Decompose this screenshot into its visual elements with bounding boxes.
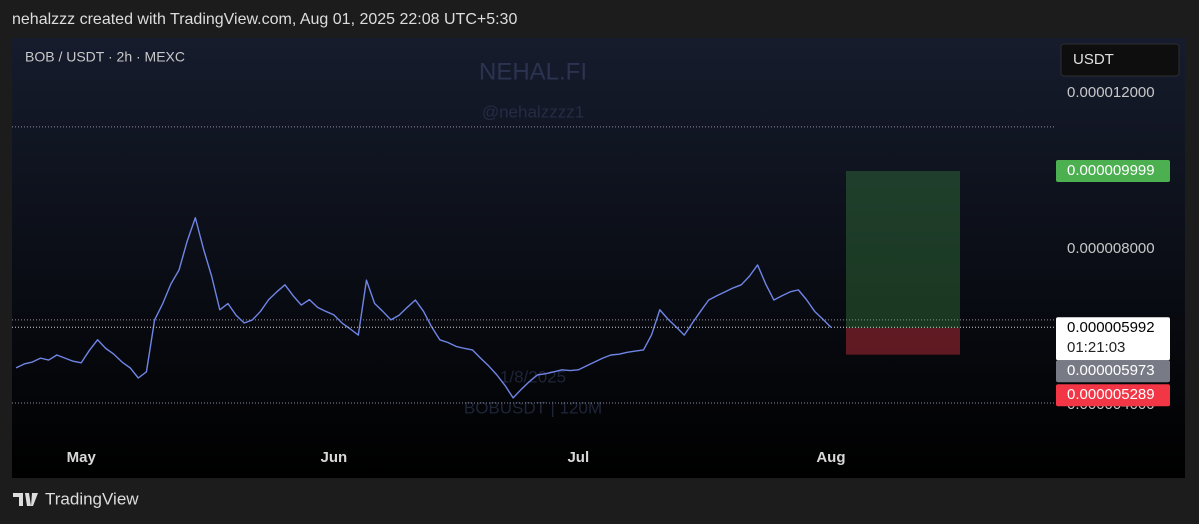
target-label: 0.000009999 xyxy=(1067,162,1155,179)
y-tick-label: 0.000012000 xyxy=(1067,84,1155,101)
y-tick-label: 0.000008000 xyxy=(1067,240,1155,257)
entry-label: 0.000005973 xyxy=(1067,362,1155,379)
chart-panel xyxy=(12,38,1185,478)
currency-label[interactable]: USDT xyxy=(1073,51,1114,68)
entry-label-box xyxy=(1056,360,1170,383)
last-price-label: 0.000005992 xyxy=(1067,319,1155,336)
x-tick-label: Aug xyxy=(816,449,845,466)
logo-icon xyxy=(13,493,38,506)
currency-button[interactable] xyxy=(1060,43,1180,77)
last-price-box xyxy=(1056,317,1170,361)
stop-label: 0.000005289 xyxy=(1067,386,1155,403)
watermark: NEHAL.FI xyxy=(479,58,587,85)
price-line-series xyxy=(15,217,832,399)
header-text: nehalzzz created with TradingView.com, A… xyxy=(12,11,517,28)
position-loss-zone xyxy=(846,327,960,355)
target-label-box xyxy=(1056,159,1170,182)
x-tick-label: Jun xyxy=(321,449,348,466)
x-tick-label: Jul xyxy=(567,449,589,466)
stop-label-box xyxy=(1056,384,1170,407)
watermark: @nehalzzzz1 xyxy=(482,102,584,121)
countdown-label: 01:21:03 xyxy=(1067,339,1125,356)
x-tick-label: May xyxy=(67,449,97,466)
tradingview-logo xyxy=(13,493,38,506)
position-profit-zone xyxy=(846,170,960,328)
watermark: 1/8/2025 xyxy=(500,367,566,386)
symbol-title: BOB / USDT · 2h · MEXC xyxy=(25,49,185,65)
footer-brand: TradingView xyxy=(45,489,139,508)
watermark: BOBUSDT | 120M xyxy=(464,398,602,417)
